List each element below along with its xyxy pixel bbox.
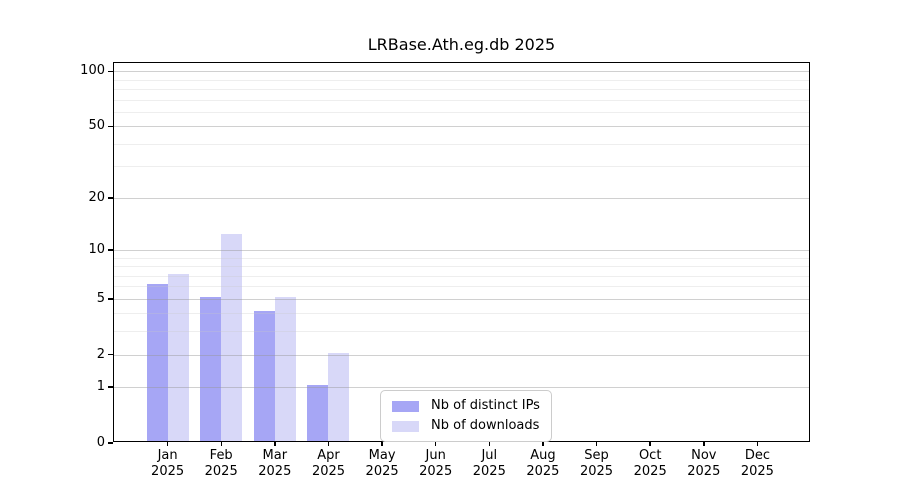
x-tick-label-mar: Mar 2025	[258, 448, 292, 479]
y-tick-mark-2	[108, 353, 113, 356]
y-gridline-40	[114, 143, 809, 145]
legend-item-distinct-ips: Nb of distinct IPs	[392, 399, 540, 413]
x-tick-mark-sep	[595, 441, 598, 446]
y-tick-mark-5	[108, 298, 113, 300]
y-tick-mark-1	[108, 386, 113, 388]
y-gridline-6	[114, 286, 809, 288]
y-tick-label-2: 2	[96, 346, 105, 362]
x-tick-label-dec: Dec 2025	[740, 448, 774, 479]
y-tick-label-1: 1	[96, 379, 105, 395]
x-tick-mark-may	[381, 441, 383, 446]
y-tick-label-50: 50	[88, 118, 105, 134]
y-tick-mark-50	[108, 125, 113, 128]
y-tick-label-10: 10	[88, 241, 105, 257]
bar-nb-of-distinct-ips-apr	[307, 385, 329, 441]
plot-area: Nb of distinct IPs Nb of downloads 0 1 2 5 1…	[80, 62, 810, 479]
y-gridline-10	[114, 249, 809, 251]
x-tick-label-jul: Jul 2025	[472, 448, 506, 479]
x-tick-label-jun: Jun 2025	[419, 448, 453, 479]
x-tick-label-may: May 2025	[365, 448, 399, 479]
legend-label-distinct-ips: Nb of distinct IPs	[431, 398, 540, 413]
y-tick-label-0: 0	[96, 435, 105, 450]
legend-swatch-distinct-ips	[392, 400, 419, 412]
legend: Nb of distinct IPs Nb of downloads	[380, 390, 552, 442]
x-tick-label-oct: Oct 2025	[633, 448, 667, 479]
y-tick-label-20: 20	[88, 189, 105, 205]
x-tick-mark-mar	[274, 441, 276, 446]
x-tick-mark-oct	[649, 441, 651, 446]
y-gridline-9	[114, 257, 809, 259]
legend-label-downloads: Nb of downloads	[431, 418, 540, 433]
x-tick-mark-jun	[434, 441, 437, 446]
y-tick-mark-100	[108, 70, 113, 73]
x-tick-label-feb: Feb 2025	[204, 448, 238, 479]
y-gridline-60	[114, 111, 809, 113]
chart-title: LRBase.Ath.eg.db 2025	[367, 35, 556, 54]
x-tick-mark-apr	[327, 441, 330, 446]
y-gridline-30	[114, 166, 809, 168]
x-tick-mark-aug	[542, 441, 544, 446]
y-gridline-100	[114, 71, 809, 73]
bar-nb-of-downloads-apr	[328, 352, 350, 441]
x-tick-label-aug: Aug 2025	[526, 448, 560, 479]
y-gridline-7	[114, 275, 809, 277]
bar-nb-of-downloads-feb	[221, 234, 243, 441]
y-tick-label-5: 5	[96, 290, 105, 306]
y-tick-mark-10	[108, 249, 113, 251]
x-tick-label-sep: Sep 2025	[579, 448, 614, 479]
bar-nb-of-distinct-ips-mar	[253, 311, 275, 441]
x-tick-mark-dec	[756, 441, 759, 446]
x-tick-mark-nov	[703, 441, 705, 446]
bar-nb-of-distinct-ips-feb	[200, 296, 222, 441]
x-tick-mark-feb	[220, 441, 222, 446]
bar-nb-of-downloads-jan	[167, 273, 189, 441]
y-gridline-20	[114, 197, 809, 199]
y-gridline-80	[114, 89, 809, 91]
x-tick-mark-jul	[488, 441, 491, 446]
x-tick-label-apr: Apr 2025	[311, 448, 346, 479]
legend-swatch-downloads	[392, 420, 419, 432]
bar-nb-of-distinct-ips-jan	[146, 284, 168, 441]
y-gridline-50	[114, 126, 809, 128]
y-gridline-70	[114, 99, 809, 101]
y-gridline-8	[114, 266, 809, 267]
x-tick-mark-jan	[166, 441, 169, 446]
bar-nb-of-downloads-mar	[274, 296, 296, 441]
y-tick-label-100: 100	[80, 63, 105, 79]
y-gridline-90	[114, 79, 809, 81]
x-tick-label-jan: Jan 2025	[151, 448, 185, 479]
legend-item-downloads: Nb of downloads	[392, 419, 540, 433]
x-tick-label-nov: Nov 2025	[687, 448, 721, 479]
y-tick-mark-0	[108, 442, 113, 444]
y-tick-mark-20	[108, 197, 113, 199]
